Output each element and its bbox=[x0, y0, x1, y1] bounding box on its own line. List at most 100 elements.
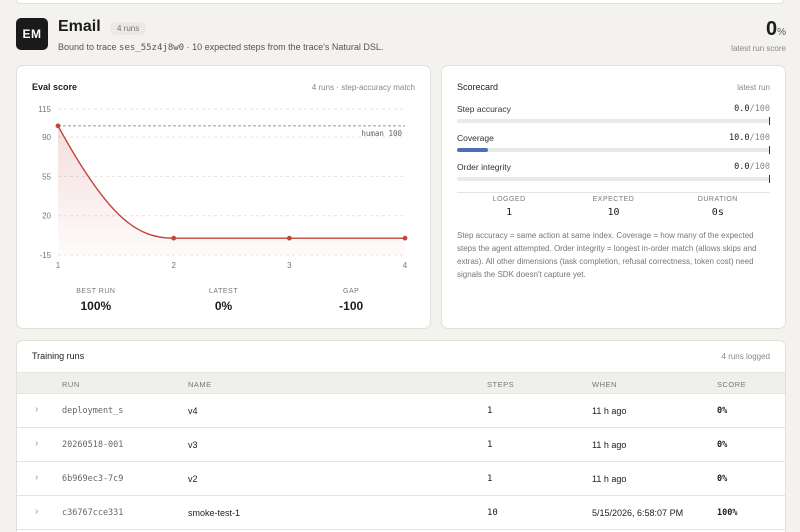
metric-step-accuracy: Step accuracy 0.0/100 bbox=[457, 104, 770, 125]
chevron-right-icon[interactable]: › bbox=[35, 404, 39, 415]
run-when: 11 h ago bbox=[592, 474, 627, 484]
column-header-when[interactable]: WHEN bbox=[592, 380, 617, 389]
metric-max: /100 bbox=[749, 162, 770, 172]
metric-label: Coverage bbox=[457, 133, 494, 143]
x-tick-label: 4 bbox=[403, 261, 408, 270]
column-header-run[interactable]: RUN bbox=[62, 380, 80, 389]
run-steps: 1 bbox=[487, 406, 493, 416]
metric-value: 10.0/100 bbox=[729, 133, 770, 143]
y-tick-label: 90 bbox=[42, 133, 51, 142]
scorecard-meta: latest run bbox=[737, 83, 770, 92]
x-tick-label: 2 bbox=[171, 261, 176, 270]
reference-line-label: human 100 bbox=[361, 129, 402, 138]
metric-number: 0.0 bbox=[734, 104, 750, 114]
table-row[interactable]: › c36767cce331 smoke-test-1 10 5/15/2026… bbox=[17, 496, 785, 530]
stat-label: BEST RUN bbox=[76, 288, 116, 295]
latest-score-value: 0 bbox=[765, 18, 778, 40]
subtitle-suffix: · 10 expected steps from the trace's Nat… bbox=[184, 42, 384, 52]
run-name: v2 bbox=[188, 474, 198, 484]
latest-score: 0% bbox=[766, 18, 786, 41]
latest-score-caption: latest run score bbox=[731, 44, 786, 53]
eval-score-title: Eval score bbox=[32, 82, 78, 92]
chevron-right-icon[interactable]: › bbox=[35, 506, 39, 517]
series-area bbox=[58, 125, 405, 255]
count-duration: DURATION 0s bbox=[666, 196, 770, 218]
training-runs-meta: 4 runs logged bbox=[721, 352, 770, 361]
run-name: smoke-test-1 bbox=[188, 508, 241, 518]
y-tick-label: -15 bbox=[39, 251, 51, 260]
metric-bar-end bbox=[769, 117, 770, 125]
metric-label: Step accuracy bbox=[457, 104, 511, 114]
eval-score-card: Eval score 4 runs · step-accuracy match … bbox=[16, 65, 431, 329]
run-id: c36767cce331 bbox=[62, 508, 124, 518]
count-expected: EXPECTED 10 bbox=[561, 196, 665, 218]
data-point bbox=[402, 235, 408, 241]
count-label: DURATION bbox=[697, 196, 738, 203]
table-row[interactable]: › 20260518-001 v3 1 11 h ago 0% bbox=[17, 428, 785, 462]
eval-score-chart: human 100 115 90 55 20 -15 1 2 3 4 bbox=[38, 105, 408, 270]
metric-order-integrity: Order integrity 0.0/100 bbox=[457, 162, 770, 183]
run-score: 0% bbox=[717, 440, 728, 450]
table-row[interactable]: › deployment_s v4 1 11 h ago 0% bbox=[17, 394, 785, 428]
count-logged: LOGGED 1 bbox=[457, 196, 561, 218]
stat-value: 0% bbox=[214, 299, 233, 313]
metric-bar-end bbox=[769, 175, 770, 183]
metric-value: 0.0/100 bbox=[734, 162, 770, 172]
metric-number: 10.0 bbox=[729, 133, 750, 143]
stat-best-run: BEST RUN 100% bbox=[32, 288, 160, 313]
scorecard-card: Scorecard latest run Step accuracy 0.0/1… bbox=[441, 65, 786, 329]
chevron-right-icon[interactable]: › bbox=[35, 438, 39, 449]
scorecard-title: Scorecard bbox=[457, 82, 499, 92]
count-value: 0s bbox=[711, 207, 724, 218]
page-subtitle: Bound to trace ses_55z4j8w0 · 10 expecte… bbox=[58, 42, 383, 53]
run-score: 0% bbox=[717, 474, 728, 484]
scorecard-counts: LOGGED 1 EXPECTED 10 DURATION 0s bbox=[457, 196, 770, 218]
stat-latest: LATEST 0% bbox=[160, 288, 288, 313]
metric-bar-fill bbox=[457, 148, 489, 152]
data-point bbox=[286, 235, 292, 241]
metric-coverage: Coverage 10.0/100 bbox=[457, 133, 770, 154]
x-tick-label: 3 bbox=[287, 261, 292, 270]
column-header-steps[interactable]: STEPS bbox=[487, 380, 515, 389]
metric-bar bbox=[457, 146, 770, 154]
page-title: Email bbox=[58, 18, 101, 35]
training-runs-card: Training runs 4 runs logged RUN NAME STE… bbox=[16, 340, 786, 532]
count-value: 10 bbox=[607, 207, 620, 218]
training-runs-title: Training runs bbox=[32, 351, 85, 361]
run-steps: 10 bbox=[487, 508, 498, 518]
stat-label: GAP bbox=[343, 288, 360, 295]
scorecard-divider bbox=[457, 192, 770, 193]
run-id: deployment_s bbox=[62, 406, 124, 416]
column-header-score[interactable]: SCORE bbox=[717, 380, 747, 389]
stat-gap: GAP -100 bbox=[287, 288, 415, 313]
subtitle-prefix: Bound to trace bbox=[58, 42, 120, 52]
run-score: 0% bbox=[717, 406, 728, 416]
metric-max: /100 bbox=[749, 104, 770, 114]
table-row[interactable]: › 6b969ec3-7c9 v2 1 11 h ago 0% bbox=[17, 462, 785, 496]
run-id: 20260518-001 bbox=[62, 440, 124, 450]
page-header: EM Email 4 runs Bound to trace ses_55z4j… bbox=[16, 14, 786, 58]
count-value: 1 bbox=[506, 207, 513, 218]
chevron-right-icon[interactable]: › bbox=[35, 472, 39, 483]
metric-label: Order integrity bbox=[457, 162, 511, 172]
run-id: 6b969ec3-7c9 bbox=[62, 474, 124, 484]
y-tick-label: 55 bbox=[42, 172, 51, 181]
stat-value: -100 bbox=[339, 299, 364, 313]
table-header: RUN NAME STEPS WHEN SCORE bbox=[17, 372, 785, 394]
metric-bar-end bbox=[769, 146, 770, 154]
run-when: 11 h ago bbox=[592, 440, 627, 450]
x-tick-label: 1 bbox=[56, 261, 61, 270]
run-score: 100% bbox=[717, 508, 738, 518]
column-header-name[interactable]: NAME bbox=[188, 380, 212, 389]
y-tick-label: 115 bbox=[38, 105, 51, 114]
run-steps: 1 bbox=[487, 440, 493, 450]
stat-label: LATEST bbox=[209, 288, 238, 295]
latest-score-unit: % bbox=[777, 27, 786, 38]
run-when: 5/15/2026, 6:58:07 PM bbox=[592, 508, 684, 518]
avatar: EM bbox=[16, 18, 48, 50]
scorecard-note: Step accuracy = same action at same inde… bbox=[457, 231, 757, 279]
eval-score-meta: 4 runs · step-accuracy match bbox=[311, 83, 415, 92]
run-when: 11 h ago bbox=[592, 406, 627, 416]
runs-count-badge: 4 runs bbox=[110, 22, 147, 35]
count-label: LOGGED bbox=[492, 196, 526, 203]
